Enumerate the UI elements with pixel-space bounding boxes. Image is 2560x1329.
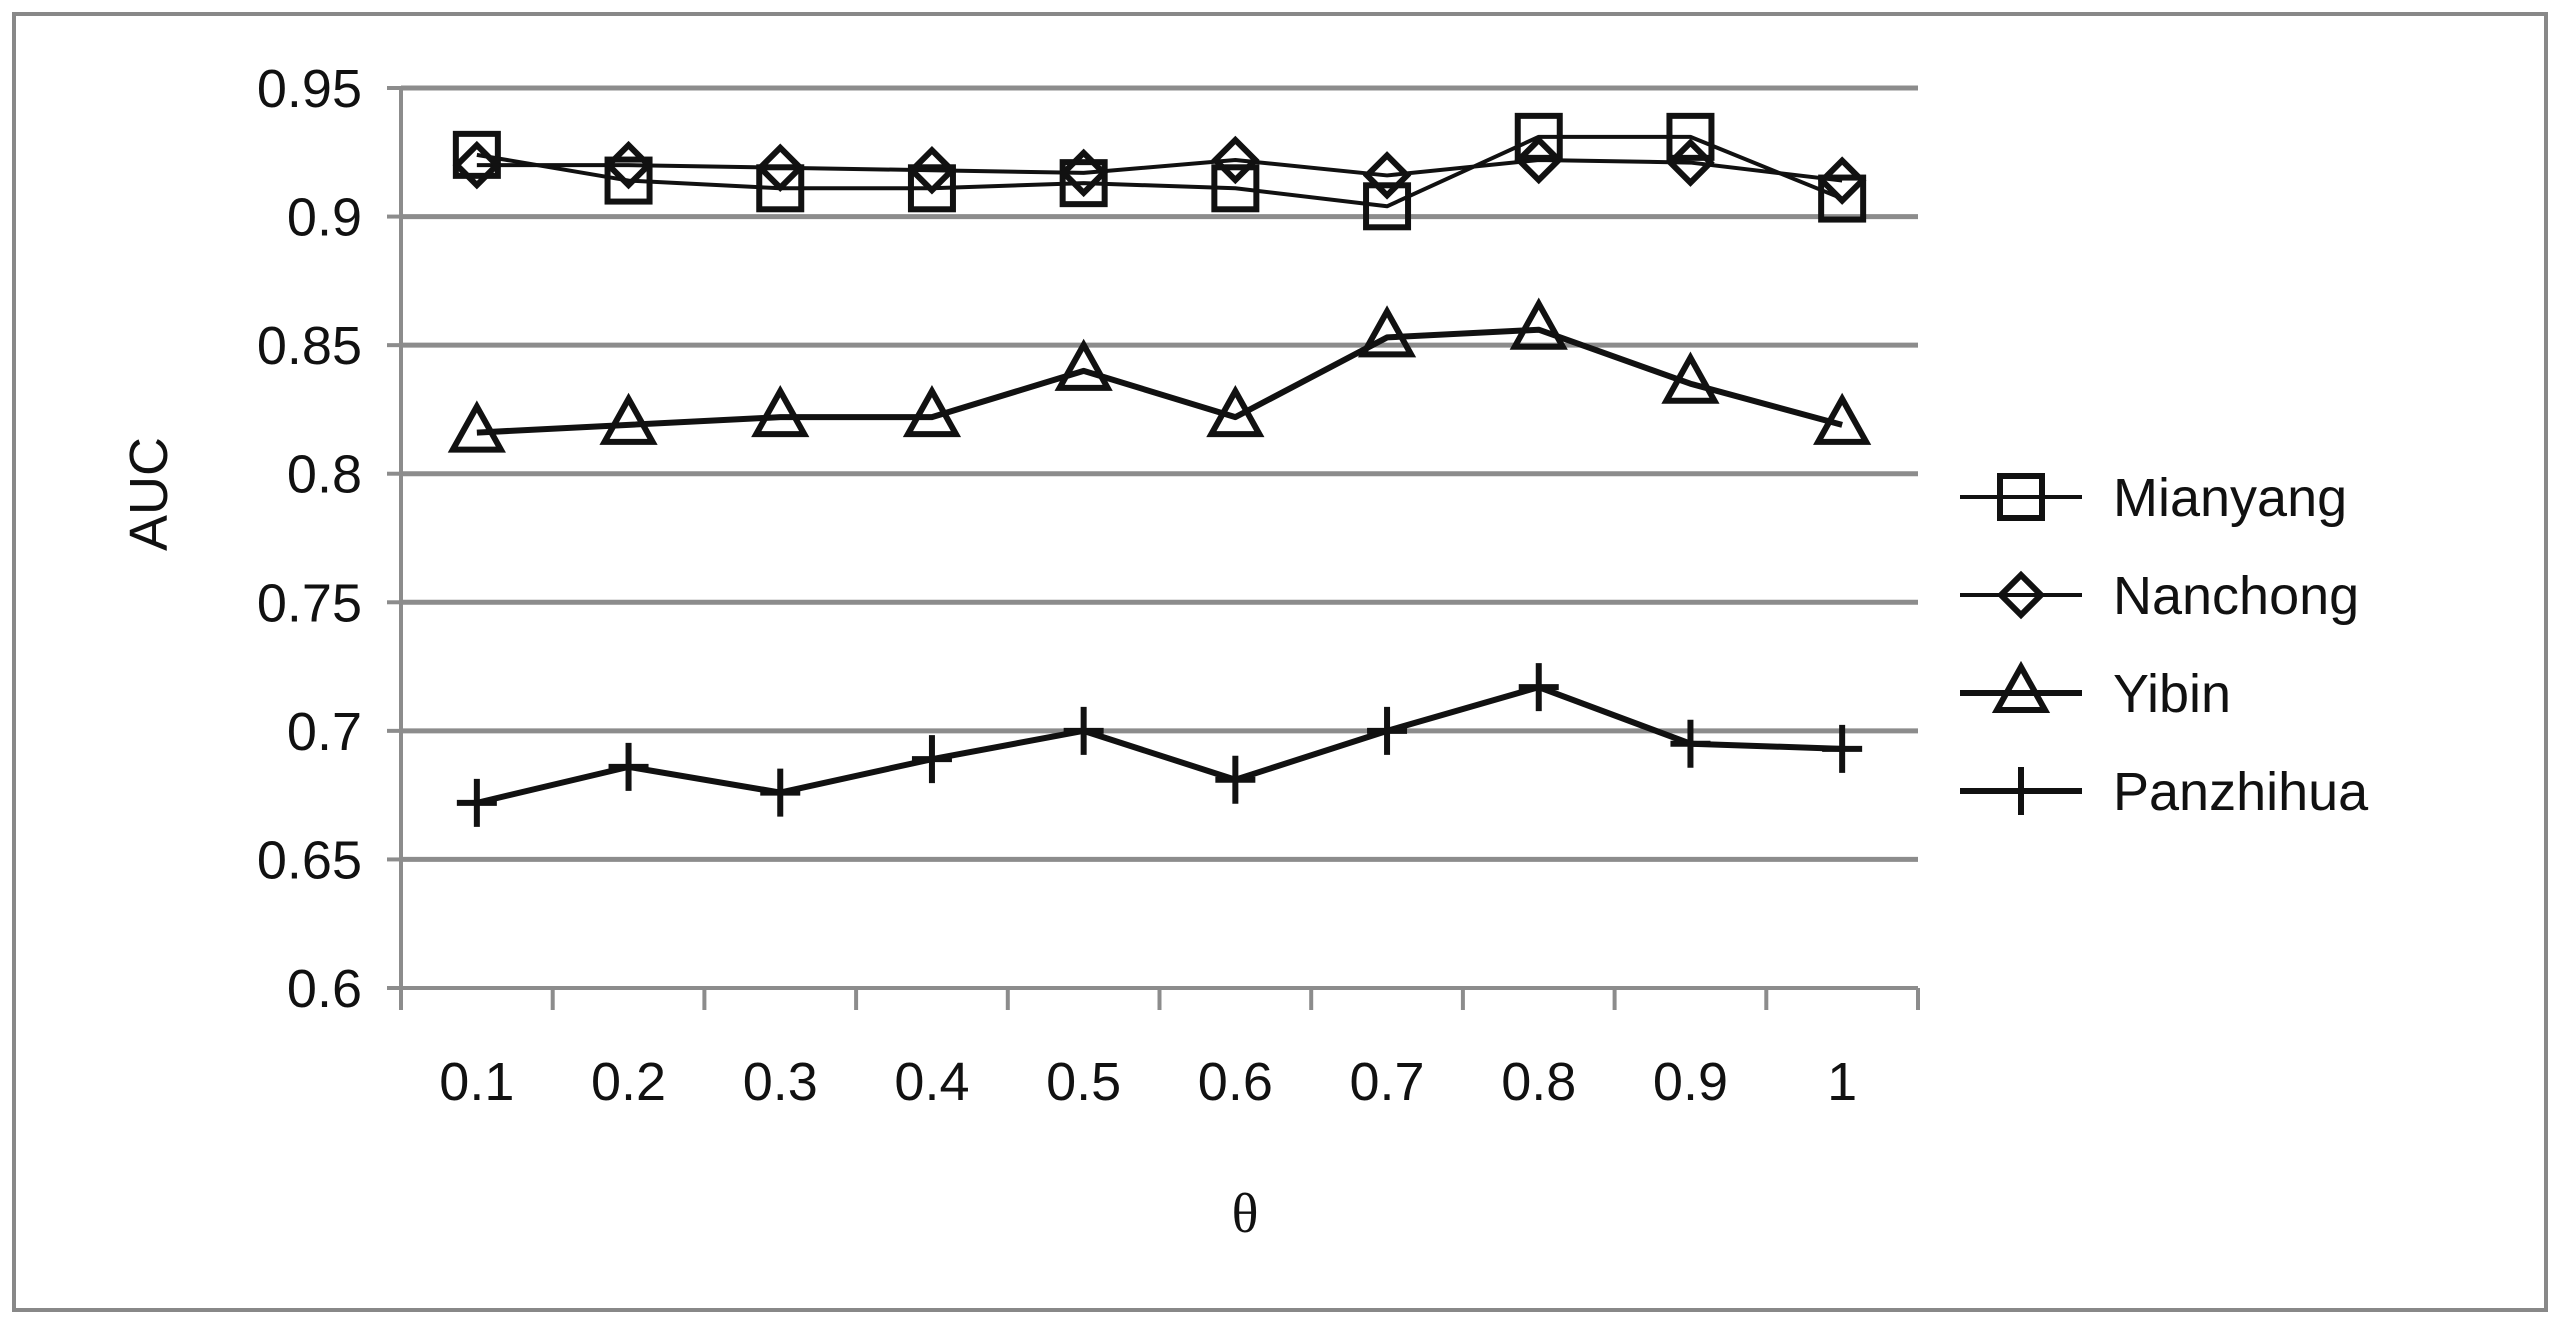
y-tick-label: 0.7 [287,702,362,762]
x-tick-label: 0.5 [1046,1052,1121,1112]
data-point-yibin [1357,305,1417,358]
legend-label: Mianyang [2113,468,2347,528]
data-point-yibin [1054,338,1113,391]
series-yibin [447,297,1872,453]
series-mianyang [452,112,1867,231]
data-point-panzhihua [911,735,952,784]
y-tick-label: 0.8 [287,445,362,505]
legend-marker [1991,660,2051,713]
chart-border [12,12,2548,1312]
data-point-yibin [447,400,506,453]
data-point-nanchong [1817,156,1867,205]
data-point-nanchong [1666,138,1715,187]
x-tick-label: 0.1 [439,1052,514,1112]
y-tick-label: 0.85 [257,316,362,376]
data-point-yibin [1661,351,1720,404]
x-tick-label: 0.8 [1501,1052,1576,1112]
data-point-nanchong [1514,135,1563,185]
data-point-panzhihua [760,768,801,817]
x-axis-title: θ [1232,1183,1259,1245]
data-point-mianyang [1211,164,1260,213]
legend-label: Panzhihua [2113,762,2369,822]
data-point-yibin [751,384,810,438]
data-point-panzhihua [1215,755,1256,804]
data-point-yibin [902,384,962,438]
legend-marker [1996,570,2046,620]
data-point-panzhihua [1670,719,1711,768]
data-point-nanchong [756,143,805,192]
x-tick-label: 0.4 [894,1052,969,1112]
data-point-yibin [1509,297,1568,350]
x-tick-label: 0.2 [591,1052,666,1112]
data-point-mianyang [1363,182,1412,231]
y-tick-label: 0.9 [287,188,362,248]
legend-entry: Panzhihua [1960,762,2369,822]
x-tick-label: 0.6 [1198,1052,1273,1112]
data-point-yibin [1813,392,1872,445]
legend-marker [2001,767,2041,815]
x-tick-label: 0.7 [1350,1052,1425,1112]
data-point-mianyang [1666,112,1715,161]
data-point-panzhihua [1822,724,1863,773]
series-nanchong [452,135,1867,205]
data-point-nanchong [452,140,502,190]
data-point-mianyang [452,130,501,179]
data-point-panzhihua [608,742,649,791]
y-tick-label: 0.95 [257,59,362,119]
y-tick-label: 0.75 [257,573,362,633]
data-point-panzhihua [1518,663,1559,712]
legend-label: Nanchong [2113,566,2359,626]
axes: 0.6 0.65 0.7 0.75 0.8 0.85 0.9 0.95 0.1 0.2 0.3 0.4… [257,59,1920,1112]
data-point-panzhihua [1063,706,1104,755]
data-point-panzhihua [1367,706,1408,755]
x-tick-label: 0.3 [743,1052,818,1112]
series-line-mianyang [476,134,1843,209]
legend-entry: Nanchong [1960,566,2359,626]
series-line-nanchong [476,158,1843,183]
series-panzhihua [456,663,1863,827]
legend: Mianyang Nanchong Yibin Panzhihua [1960,468,2369,822]
legend-entry: Yibin [1960,660,2231,724]
x-tick-label: 0.9 [1653,1052,1728,1112]
legend-label: Yibin [2113,664,2231,724]
data-point-mianyang [1818,174,1867,223]
legend-marker [1997,473,2045,521]
x-tick-label: 1 [1827,1052,1857,1112]
legend-entry: Mianyang [1960,468,2347,528]
data-point-nanchong [604,140,653,190]
y-tick-label: 0.6 [287,959,362,1019]
y-axis-title: AUC [119,437,179,551]
series-line-panzhihua [476,684,1843,806]
data-point-mianyang [604,156,653,205]
y-tick-label: 0.65 [257,830,362,890]
data-point-nanchong [1362,151,1412,200]
gridlines [401,85,1918,862]
data-point-panzhihua [456,778,497,827]
data-point-yibin [599,392,658,445]
series-lines [447,112,1872,827]
data-point-nanchong [1211,135,1260,185]
data-point-yibin [1206,384,1265,438]
series-line-yibin [476,326,1843,436]
data-point-mianyang [1059,159,1108,208]
data-point-mianyang [907,164,956,213]
data-point-nanchong [1059,148,1108,198]
data-point-mianyang [1514,112,1563,161]
data-point-nanchong [907,146,957,195]
